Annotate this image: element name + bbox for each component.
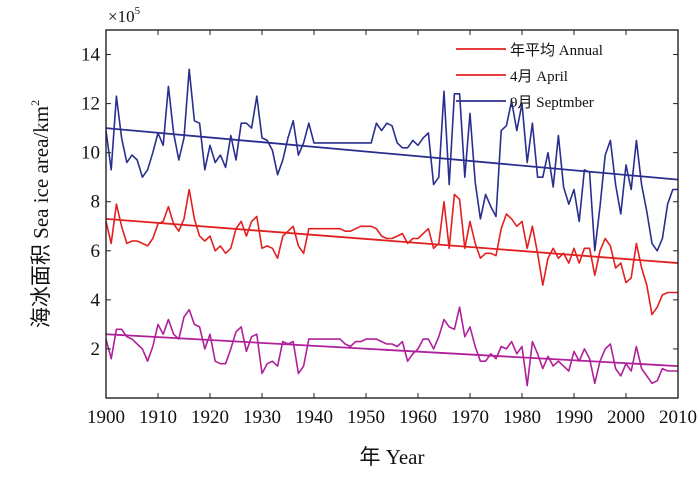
plot-area [105, 68, 679, 387]
x-tick-label: 1950 [347, 407, 385, 428]
plot-frame [105, 29, 679, 399]
x-tick-label: 1990 [555, 407, 593, 428]
x-tick-label: 1930 [243, 407, 281, 428]
legend-label: 9月 Septmber [510, 95, 594, 111]
x-tick-label: 1960 [399, 407, 437, 428]
x-tick-label: 1920 [191, 407, 229, 428]
trend-line-1 [105, 218, 679, 264]
legend-label: 4月 April [510, 69, 568, 85]
x-tick-label: 1900 [87, 407, 125, 428]
series-line-2 [105, 306, 678, 387]
y-multiplier: ×105 [108, 5, 141, 26]
x-tick-label: 2000 [607, 407, 645, 428]
y-tick-label: 14 [81, 45, 101, 66]
y-tick-label: 2 [91, 339, 101, 360]
legend: 年平均 Annual 4月 April 9月 Septmber [456, 42, 603, 111]
trend-line-2 [105, 333, 679, 368]
y-axis: 2 4 6 8 10 12 14 [81, 45, 678, 360]
x-tick-label: 2010 [659, 407, 697, 428]
x-axis-title: 年 Year [360, 445, 425, 469]
x-tick-label: 1910 [139, 407, 177, 428]
legend-label: 年平均 Annual [510, 42, 603, 59]
y-tick-label: 6 [91, 241, 101, 262]
x-tick-label: 1940 [295, 407, 333, 428]
y-tick-label: 4 [91, 290, 101, 311]
x-axis: 1900 1910 1920 1930 1940 1950 1960 1970 1980 1990… [87, 30, 697, 428]
y-tick-label: 10 [81, 143, 100, 164]
trend-line-0 [105, 127, 679, 181]
y-tick-label: 8 [91, 192, 101, 213]
series-line-1 [105, 188, 678, 316]
x-tick-label: 1980 [503, 407, 541, 428]
y-tick-label: 12 [81, 94, 100, 115]
x-tick-label: 1970 [451, 407, 489, 428]
series-line-0 [105, 68, 678, 252]
y-axis-title: 海冰面积 Sea ice area/km2 [28, 100, 53, 328]
